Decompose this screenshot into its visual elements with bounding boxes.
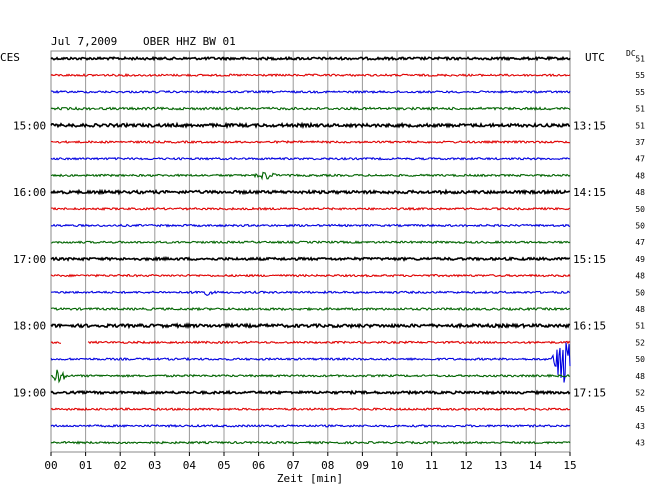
- x-tick-label-10: 10: [390, 459, 403, 472]
- x-tick-label-04: 04: [183, 459, 197, 472]
- right-hour-label-4: 13:15: [573, 119, 606, 132]
- right-hour-label-20: 17:15: [573, 387, 606, 400]
- trace-row-5: [50, 139, 571, 145]
- grid-lines: [50, 50, 571, 453]
- trace-row-4: [50, 121, 570, 130]
- trace-row-18: [50, 342, 571, 383]
- dc-value-row-12: 49: [635, 255, 645, 264]
- x-tick-label-02: 02: [114, 459, 127, 472]
- dc-value-row-3: 51: [635, 105, 645, 114]
- dc-value-row-2: 55: [635, 88, 645, 97]
- dc-value-row-1: 55: [635, 71, 645, 80]
- trace-row-14: [51, 290, 571, 297]
- trace-rows: [50, 55, 571, 445]
- right-hour-label-8: 14:15: [573, 186, 606, 199]
- x-tick-label-13: 13: [494, 459, 507, 472]
- dc-value-row-6: 47: [635, 155, 645, 164]
- trace-row-15: [50, 306, 571, 312]
- trace-row-10: [50, 223, 571, 228]
- trace-row-0: [50, 55, 571, 62]
- x-tick-label-05: 05: [217, 459, 230, 472]
- dc-value-row-14: 50: [635, 288, 645, 297]
- x-tick-label-09: 09: [356, 459, 369, 472]
- chart-date: Jul 7,2009: [51, 35, 117, 48]
- left-hour-label-12: 17:00: [13, 253, 46, 266]
- dc-value-row-16: 51: [635, 322, 645, 331]
- dc-value-row-15: 48: [635, 305, 645, 314]
- dc-value-row-19: 48: [635, 372, 645, 381]
- trace-row-21: [50, 407, 571, 412]
- x-tick-label-14: 14: [529, 459, 543, 472]
- trace-row-22: [50, 423, 571, 428]
- x-tick-label-01: 01: [79, 459, 92, 472]
- dc-value-row-5: 37: [635, 138, 645, 147]
- dc-value-row-20: 52: [635, 389, 645, 398]
- dc-value-row-9: 50: [635, 205, 645, 214]
- dc-value-row-8: 48: [635, 188, 645, 197]
- right-timezone-label: UTC: [585, 51, 605, 64]
- trace-row-2: [51, 89, 571, 94]
- dc-label: DC: [626, 49, 636, 58]
- dc-value-row-21: 45: [635, 405, 645, 414]
- dc-value-row-10: 50: [635, 222, 645, 231]
- left-timezone-label: CES: [0, 51, 20, 64]
- left-hour-label-20: 19:00: [13, 387, 46, 400]
- right-hour-label-12: 15:15: [573, 253, 606, 266]
- trace-row-8: [50, 188, 571, 196]
- trace-row-1: [50, 73, 571, 78]
- trace-row-9: [50, 206, 571, 211]
- plot-frame: [50, 50, 571, 453]
- x-tick-label-06: 06: [252, 459, 265, 472]
- dc-value-row-17: 52: [635, 338, 645, 347]
- left-hour-label-8: 16:00: [13, 186, 46, 199]
- chart-station: OBER HHZ BW 01: [143, 35, 236, 48]
- x-tick-label-07: 07: [287, 459, 300, 472]
- left-hour-label-4: 15:00: [13, 119, 46, 132]
- x-axis-label: Zeit [min]: [277, 472, 343, 485]
- x-tick-label-11: 11: [425, 459, 438, 472]
- x-tick-label-12: 12: [460, 459, 473, 472]
- trace-row-3: [50, 106, 571, 111]
- trace-row-20: [50, 389, 571, 396]
- dc-value-row-18: 50: [635, 355, 645, 364]
- left-hour-label-16: 18:00: [13, 320, 46, 333]
- trace-row-13: [50, 273, 571, 278]
- dc-value-row-13: 48: [635, 272, 645, 281]
- trace-row-23: [50, 440, 571, 445]
- dc-value-row-23: 43: [635, 439, 645, 448]
- dc-value-row-7: 48: [635, 171, 645, 180]
- x-tick-label-00: 00: [44, 459, 57, 472]
- dc-value-row-0: 51: [635, 55, 645, 64]
- trace-row-6: [50, 156, 571, 161]
- right-hour-label-16: 16:15: [573, 320, 606, 333]
- trace-row-11: [50, 240, 571, 245]
- x-tick-label-15: 15: [563, 459, 576, 472]
- axis-labels: 00 01 02 03 04 05 06 07 08 09 10 11 12 13 14 15 51 55 55 51…: [13, 55, 645, 473]
- x-tick-label-03: 03: [148, 459, 161, 472]
- dc-value-row-4: 51: [635, 121, 645, 130]
- dc-value-row-22: 43: [635, 422, 645, 431]
- x-tick-label-08: 08: [321, 459, 334, 472]
- trace-row-17: [50, 340, 571, 345]
- trace-row-12: [50, 255, 571, 262]
- trace-row-16: [50, 322, 571, 330]
- trace-row-19: [50, 369, 571, 384]
- trace-row-7: [50, 171, 571, 181]
- dc-value-row-11: 47: [635, 238, 645, 247]
